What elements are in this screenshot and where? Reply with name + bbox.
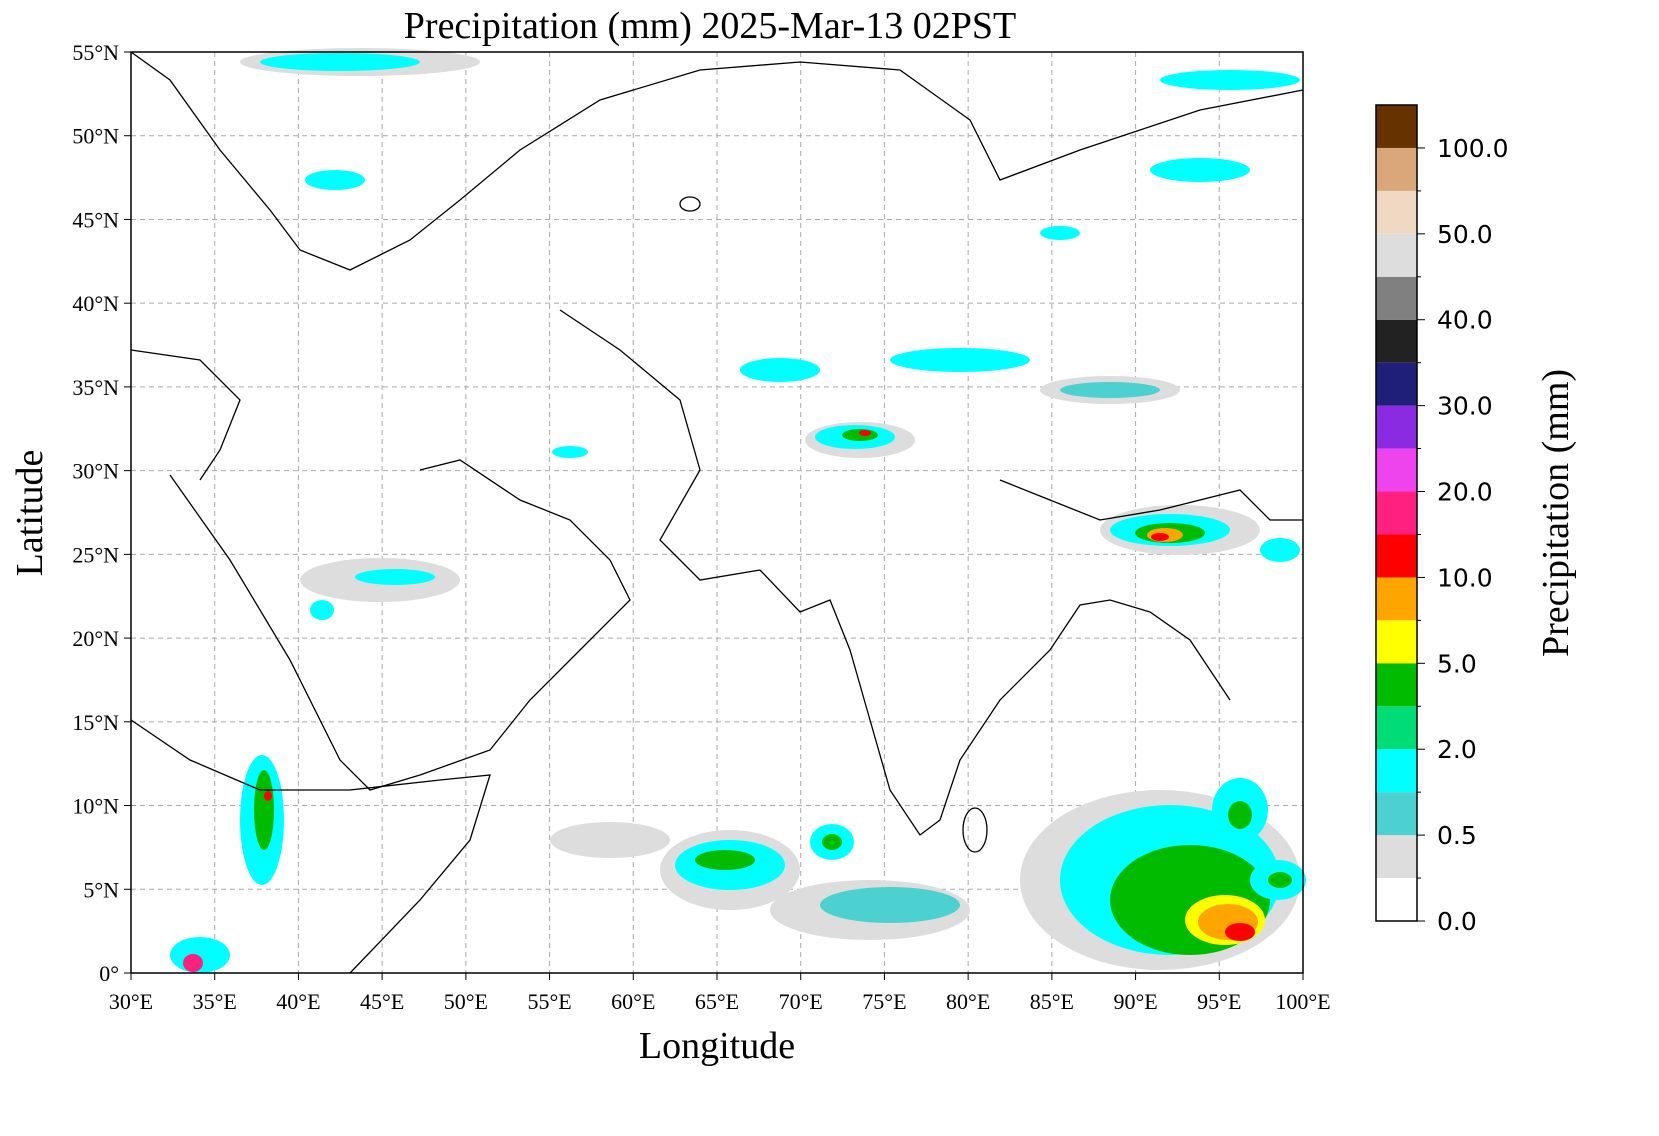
colorbar-swatch: [1376, 448, 1417, 492]
colorbar-tick-label: 100.0: [1437, 134, 1509, 163]
colorbar-tick-label: 0.5: [1437, 821, 1477, 850]
y-tick-label: 5°N: [83, 877, 119, 902]
y-tick-label: 40°N: [72, 291, 119, 316]
y-tick-label: 45°N: [72, 207, 119, 232]
x-tick-label: 70°E: [779, 989, 823, 1014]
colorbar-swatch: [1376, 190, 1417, 234]
colorbar-swatch: [1376, 620, 1417, 664]
x-tick-label: 75°E: [862, 989, 906, 1014]
x-tick-label: 35°E: [193, 989, 237, 1014]
x-tick-label: 65°E: [695, 989, 739, 1014]
colorbar-swatch: [1376, 878, 1417, 921]
colorbar-tick-label: 50.0: [1437, 220, 1493, 249]
y-tick-label: 15°N: [72, 710, 119, 735]
colorbar-swatch: [1376, 706, 1417, 750]
x-axis-label: Longitude: [639, 1025, 795, 1067]
precipitation-field: [170, 48, 1306, 973]
colorbar-tick-label: 10.0: [1437, 563, 1493, 592]
y-tick-label: 20°N: [72, 626, 119, 651]
x-tick-label: 60°E: [611, 989, 655, 1014]
x-tick-label: 85°E: [1030, 989, 1074, 1014]
colorbar-swatch: [1376, 105, 1417, 148]
colorbar-tick-label: 40.0: [1437, 306, 1493, 335]
colorbar-tick-label: 20.0: [1437, 478, 1493, 507]
x-tick-label: 100°E: [1275, 989, 1330, 1014]
colorbar-swatch: [1376, 577, 1417, 621]
y-tick-label: 35°N: [72, 375, 119, 400]
colorbar-tick-label: 30.0: [1437, 392, 1493, 421]
colorbar-frame: [1375, 104, 1418, 922]
colorbar-swatch: [1376, 663, 1417, 707]
colorbar-swatch: [1376, 147, 1417, 191]
y-tick-label: 55°N: [72, 40, 119, 65]
colorbar-tick-label: 0.0: [1437, 907, 1477, 936]
colorbar-swatch: [1376, 276, 1417, 320]
colorbar-swatch: [1376, 491, 1417, 535]
colorbar-swatch: [1376, 233, 1417, 277]
colorbar-tick-label: 2.0: [1437, 735, 1477, 764]
y-tick-label: 50°N: [72, 124, 119, 149]
x-tick-label: 55°E: [527, 989, 571, 1014]
chart-title: Precipitation (mm) 2025-Mar-13 02PST: [404, 5, 1016, 47]
colorbar-label: Precipitation (mm): [1535, 369, 1577, 657]
colorbar-tick-label: 5.0: [1437, 649, 1477, 678]
y-tick-label: 0°: [99, 961, 119, 986]
colorbar-swatch: [1376, 319, 1417, 363]
colorbar-swatch: [1376, 405, 1417, 449]
x-tick-label: 95°E: [1197, 989, 1241, 1014]
x-tick-label: 45°E: [360, 989, 404, 1014]
y-tick-label: 25°N: [72, 542, 119, 567]
x-tick-label: 80°E: [946, 989, 990, 1014]
colorbar-swatch: [1376, 534, 1417, 578]
coastlines: [130, 51, 1304, 974]
colorbar-swatch: [1376, 835, 1417, 879]
colorbar-swatch: [1376, 749, 1417, 793]
colorbar-swatch: [1376, 792, 1417, 836]
y-axis-label: Latitude: [9, 450, 51, 577]
y-tick-label: 30°N: [72, 459, 119, 484]
x-tick-label: 30°E: [109, 989, 153, 1014]
colorbar-swatch: [1376, 362, 1417, 406]
x-tick-label: 40°E: [276, 989, 320, 1014]
x-tick-label: 90°E: [1113, 989, 1157, 1014]
map-frame: [130, 51, 1304, 974]
y-tick-label: 10°N: [72, 794, 119, 819]
x-tick-label: 50°E: [444, 989, 488, 1014]
